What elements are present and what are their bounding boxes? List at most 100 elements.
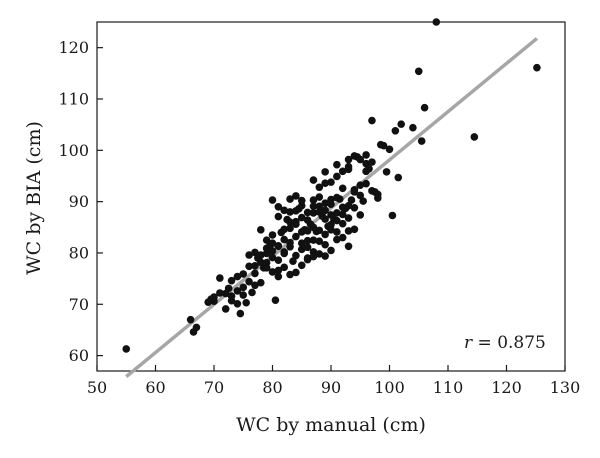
data-point: [333, 160, 341, 169]
data-point: [327, 200, 335, 208]
y-tick-label: 110: [58, 89, 89, 108]
data-point: [239, 291, 248, 299]
data-point: [268, 247, 277, 255]
x-tick-label: 70: [204, 378, 224, 397]
data-point: [216, 289, 224, 297]
data-point: [350, 152, 359, 160]
data-point: [274, 202, 283, 211]
data-point: [245, 277, 253, 286]
data-point: [333, 172, 341, 181]
data-point: [338, 184, 347, 193]
data-point: [251, 261, 259, 270]
data-point: [297, 201, 306, 210]
data-point: [227, 296, 236, 305]
data-point: [292, 251, 300, 260]
data-point: [303, 227, 312, 235]
data-point: [321, 252, 329, 260]
data-point: [297, 239, 306, 248]
data-point: [309, 209, 318, 217]
data-point: [280, 263, 289, 272]
data-point: [292, 232, 300, 241]
data-point: [338, 210, 347, 219]
data-point: [379, 141, 388, 150]
data-point: [221, 289, 230, 298]
data-point: [309, 202, 318, 211]
axes: 50 60 70 80 90 100 110 120 130 60 70 80 90 100 110 120: [58, 38, 580, 397]
data-point: [368, 187, 376, 195]
data-point: [257, 278, 265, 287]
data-point: [356, 211, 365, 219]
data-point: [309, 223, 318, 232]
data-point: [289, 257, 297, 265]
data-point: [233, 299, 242, 308]
y-tick-label: 70: [69, 295, 89, 314]
data-point: [338, 203, 347, 212]
data-point: [344, 227, 353, 235]
data-point: [257, 226, 265, 234]
y-tick-label: 90: [69, 192, 89, 211]
data-point: [297, 245, 306, 254]
data-point: [391, 127, 400, 135]
data-point: [262, 244, 271, 253]
data-point: [315, 202, 324, 211]
y-axis-title: WC by BIA (cm): [23, 121, 45, 275]
data-point: [338, 233, 347, 242]
data-point: [321, 206, 329, 215]
data-point: [292, 192, 300, 200]
data-points: [122, 18, 541, 353]
data-point: [286, 195, 294, 203]
correlation-annotation: r = 0.875: [464, 333, 546, 353]
data-point: [251, 248, 259, 257]
x-tick-label: 50: [87, 378, 107, 397]
data-point: [257, 258, 265, 266]
data-point: [414, 67, 423, 76]
data-point: [327, 226, 335, 234]
data-point: [368, 158, 376, 166]
data-point: [245, 251, 253, 259]
data-point: [233, 272, 242, 281]
correlation-value: = 0.875: [472, 333, 546, 353]
x-axis-title: WC by manual (cm): [236, 414, 426, 436]
data-point: [233, 287, 242, 295]
x-tick-label: 80: [262, 378, 282, 397]
data-point: [286, 218, 294, 226]
data-point: [350, 225, 359, 234]
data-point: [338, 219, 347, 228]
data-point: [303, 208, 312, 217]
data-point: [344, 242, 353, 251]
data-point: [268, 268, 277, 276]
data-point: [297, 213, 306, 222]
data-point: [251, 281, 259, 290]
data-point: [268, 231, 277, 239]
data-point: [297, 228, 306, 236]
data-point: [262, 236, 271, 244]
data-point: [262, 264, 271, 272]
data-point: [344, 155, 353, 164]
data-point: [189, 328, 198, 336]
x-tick-label: 130: [550, 378, 581, 397]
data-point: [338, 167, 347, 176]
data-point: [280, 235, 289, 244]
data-point: [239, 283, 248, 292]
data-point: [432, 18, 441, 26]
y-tick-label: 100: [58, 141, 89, 160]
data-point: [321, 179, 329, 187]
data-point: [280, 225, 289, 234]
data-point: [470, 133, 479, 141]
data-point: [362, 179, 370, 188]
data-point: [280, 206, 289, 215]
data-point: [362, 151, 370, 159]
data-point: [321, 199, 329, 207]
x-tick-label: 60: [145, 378, 165, 397]
data-point: [356, 181, 365, 190]
data-point: [327, 211, 335, 219]
data-point: [315, 183, 324, 192]
data-point: [356, 191, 365, 200]
data-point: [321, 168, 329, 176]
data-point: [122, 345, 131, 353]
data-point: [333, 209, 341, 217]
data-point: [309, 236, 318, 244]
data-point: [309, 196, 318, 204]
data-point: [344, 201, 353, 210]
data-point: [274, 241, 283, 250]
